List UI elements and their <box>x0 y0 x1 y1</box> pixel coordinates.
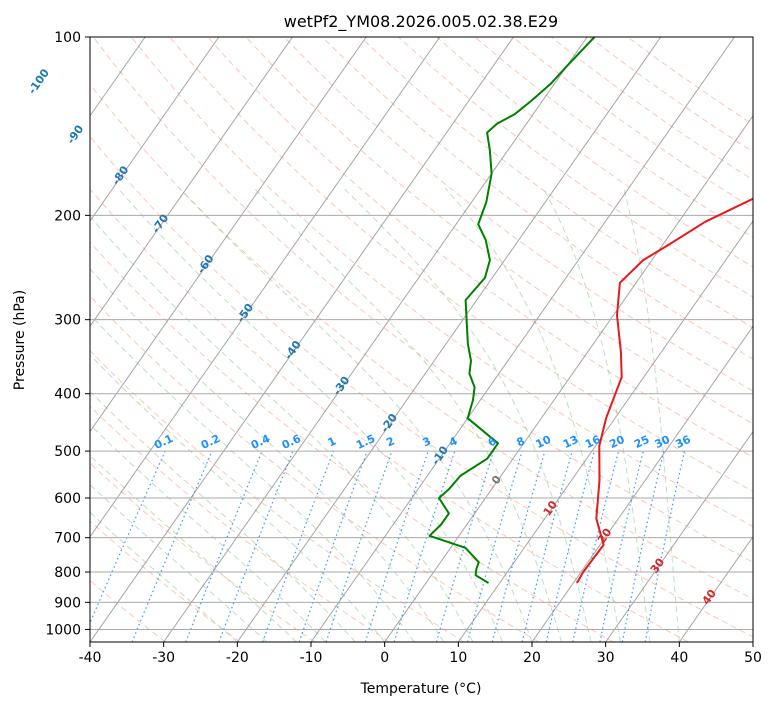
dry-adiabat <box>92 37 753 563</box>
y-tick-label: 800 <box>54 565 81 581</box>
moist-adiabat <box>90 423 327 642</box>
dry-adiabat <box>169 37 753 492</box>
moist-adiabat <box>445 187 621 642</box>
mixing-ratio-label: 13 <box>561 433 580 451</box>
isotherm-line <box>163 37 588 642</box>
dry-adiabat <box>90 350 465 642</box>
mixing-ratio-line <box>393 450 456 642</box>
mixing-ratio-line <box>644 450 686 642</box>
x-axis: -40 -30 -20 -10 0 10 20 30 40 50 <box>79 642 762 666</box>
isotherm-line <box>90 37 367 433</box>
moist-adiabat <box>90 390 356 642</box>
dry-adiabat <box>90 83 753 600</box>
dry-adiabat <box>90 295 540 642</box>
isotherm-line <box>90 37 441 538</box>
mixing-ratio-label: 20 <box>607 433 627 451</box>
y-tick-label: 100 <box>54 30 81 46</box>
data-series <box>428 37 753 584</box>
mixing-ratio-line <box>218 450 294 642</box>
moist-adiabat <box>90 313 415 642</box>
dry-adiabat <box>90 405 390 642</box>
dry-adiabat <box>90 188 689 642</box>
y-tick-label: 400 <box>54 387 81 403</box>
moist-adiabat <box>253 187 562 642</box>
dry-adiabat <box>398 37 753 298</box>
x-tick-label: -10 <box>300 650 323 666</box>
x-tick-label: 30 <box>597 650 615 666</box>
moist-adiabat <box>90 215 474 642</box>
x-tick-label: 10 <box>449 650 467 666</box>
isotherm-line <box>90 37 514 642</box>
moist-adiabat <box>623 188 680 642</box>
dry-adiabat <box>360 37 753 329</box>
isotherm-line <box>310 37 735 642</box>
isotherm-line <box>678 535 753 642</box>
y-tick-label: 700 <box>54 531 81 547</box>
mixing-ratio-label: 10 <box>534 433 554 451</box>
mixing-ratio-label: 30 <box>653 433 673 451</box>
dry-adiabat <box>131 37 753 527</box>
x-tick-label: -40 <box>79 650 102 666</box>
x-tick-label: 50 <box>744 650 762 666</box>
isotherm-line <box>384 114 753 642</box>
isotherm-line <box>90 37 220 222</box>
moist-adiabat <box>179 187 533 642</box>
mixing-ratio-line <box>621 450 665 642</box>
mixing-ratio-line <box>466 450 523 642</box>
dry-adiabat <box>90 241 614 642</box>
mixing-ratio-line <box>435 450 495 642</box>
dewpoint-line <box>428 37 596 584</box>
chart-title: wetPf2_YM08.2026.005.02.38.E29 <box>284 12 558 32</box>
y-tick-label: 500 <box>54 444 81 460</box>
x-axis-label: Temperature (°C) <box>360 681 482 697</box>
isotherm-line <box>605 430 753 642</box>
mixing-ratio-line <box>185 450 263 642</box>
isotherm-line <box>236 37 662 642</box>
x-tick-label: -20 <box>226 650 249 666</box>
mixing-ratio-line <box>325 450 393 642</box>
y-tick-label: 900 <box>54 595 81 611</box>
x-tick-label: -30 <box>152 650 175 666</box>
x-tick-label: 40 <box>670 650 688 666</box>
y-axis-label: Pressure (hPa) <box>12 290 28 390</box>
dry-adiabat <box>207 37 753 458</box>
isotherm-line <box>457 220 753 642</box>
x-tick-label: 20 <box>523 650 541 666</box>
mixing-ratio-label: 16 <box>583 433 603 451</box>
y-axis: 100 200 300 400 500 600 700 800 900 1000 <box>45 30 90 638</box>
isotherm-line <box>90 37 293 328</box>
dry-adiabat <box>90 462 315 642</box>
pressure-grid <box>90 36 753 630</box>
moist-adiabat <box>90 268 445 642</box>
y-tick-label: 1000 <box>45 622 81 638</box>
mixing-ratio-line <box>364 450 429 642</box>
moist-adiabat <box>542 187 651 642</box>
x-tick-label: 0 <box>380 650 389 666</box>
moist-adiabat <box>90 354 386 642</box>
y-tick-label: 600 <box>54 491 81 507</box>
mixing-ratio-label: 25 <box>632 433 651 451</box>
y-tick-label: 300 <box>54 313 81 329</box>
y-tick-label: 200 <box>54 208 81 224</box>
mixing-ratio-label: 36 <box>673 433 693 451</box>
plot-frame <box>89 36 754 643</box>
temperature-line <box>576 197 753 584</box>
dry-adiabat <box>245 37 753 425</box>
